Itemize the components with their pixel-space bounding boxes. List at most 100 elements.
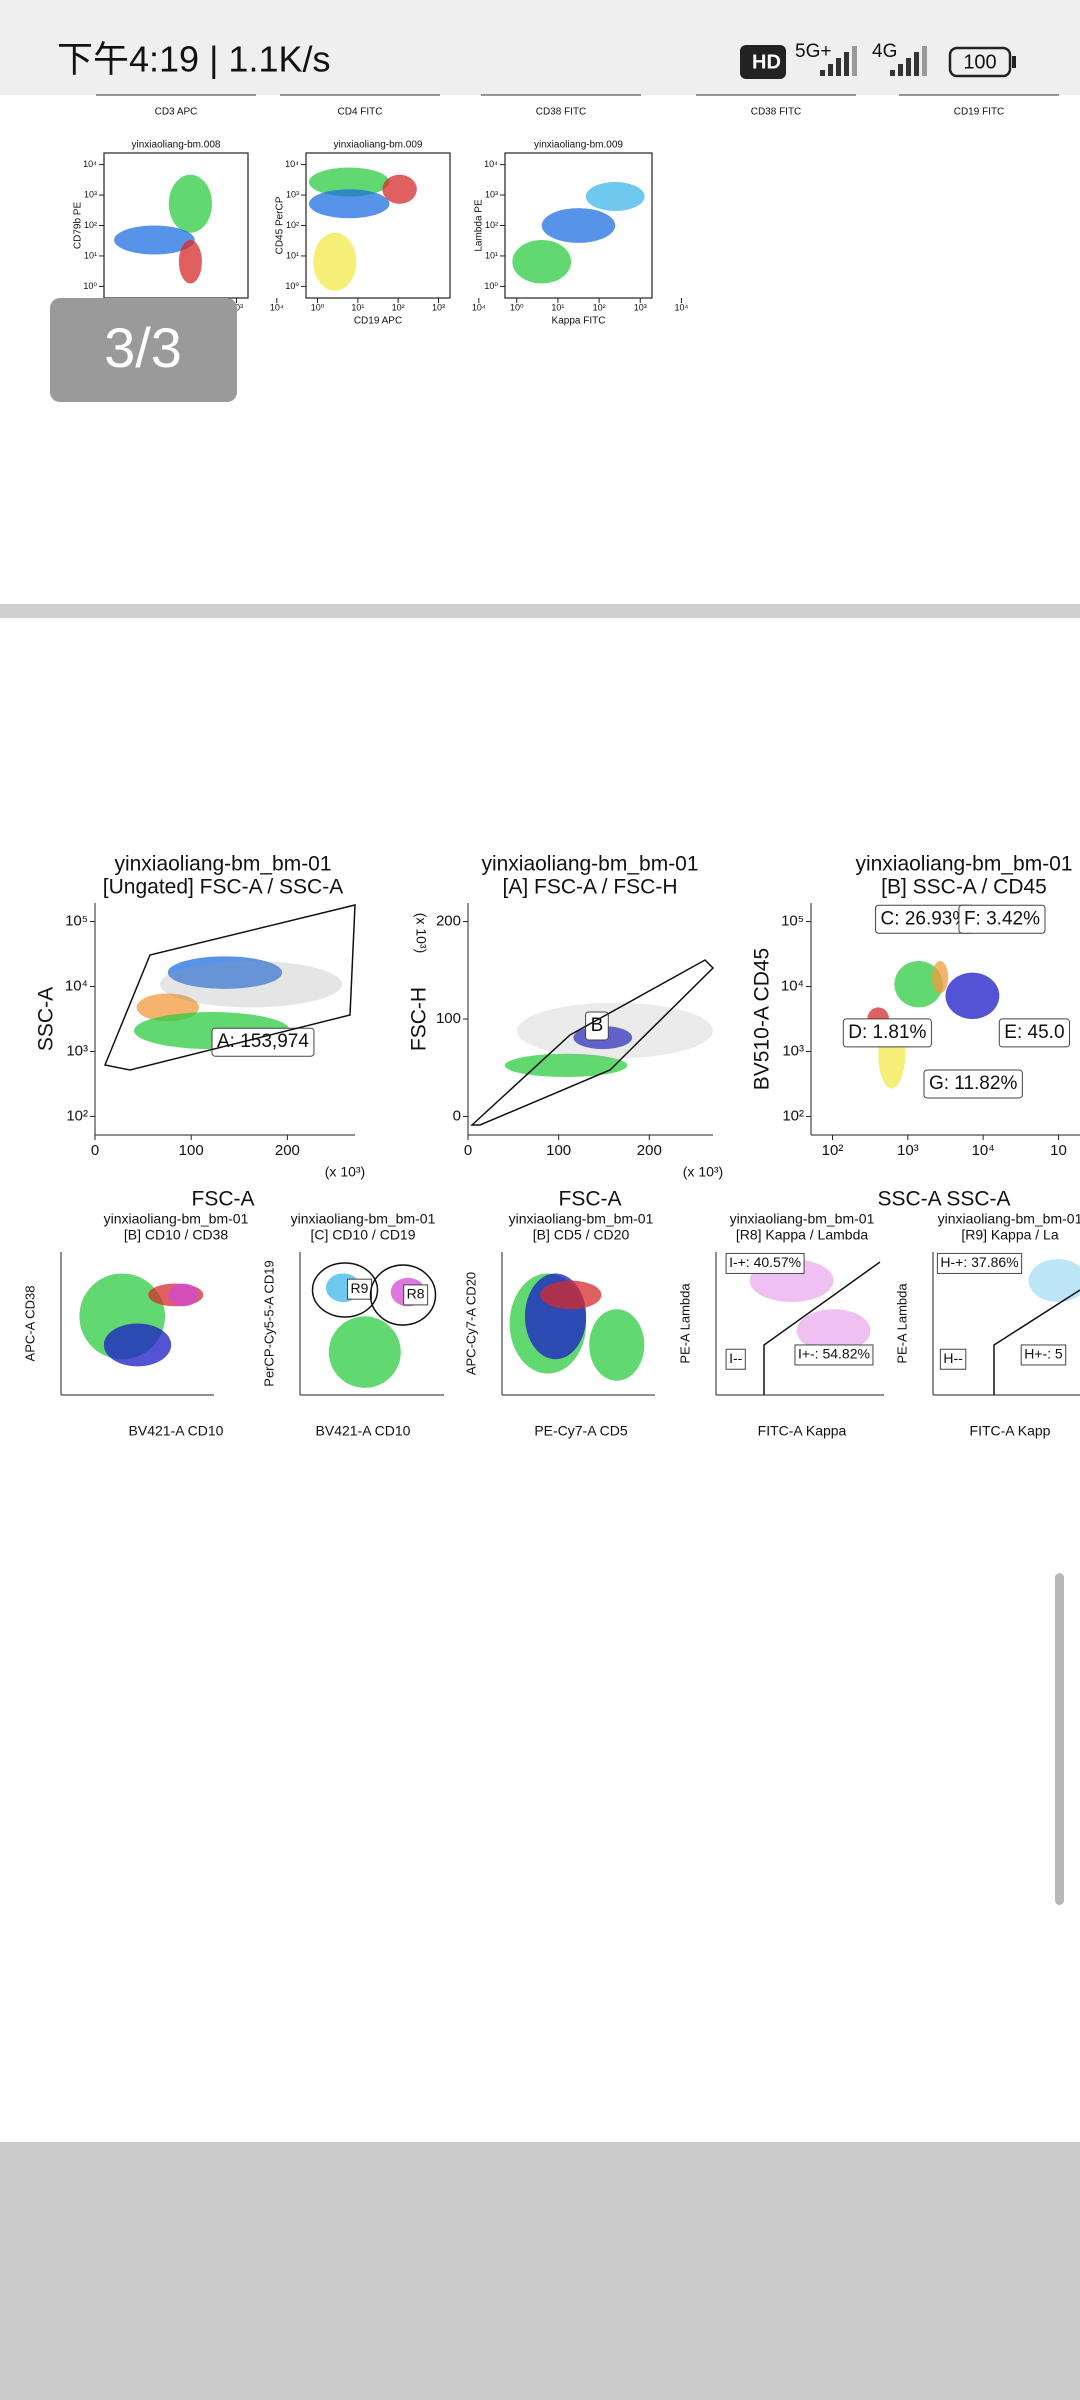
gate-label: R9 bbox=[351, 1280, 369, 1296]
signal-bar bbox=[906, 58, 911, 76]
gate-label: F: 3.42% bbox=[964, 908, 1040, 929]
event-cloud bbox=[589, 1309, 645, 1381]
y-tick-label: 10² bbox=[66, 1107, 88, 1124]
y-tick-label: 10⁵ bbox=[65, 913, 88, 930]
event-cloud bbox=[1028, 1259, 1080, 1303]
event-cloud bbox=[313, 232, 357, 291]
plot-frame bbox=[103, 152, 249, 299]
y-axis-label: APC-Cy7-A CD20 bbox=[463, 1272, 478, 1375]
gate-label-box bbox=[998, 1018, 1071, 1048]
y-axis-label: PE-A Lambda bbox=[894, 1283, 909, 1364]
plot-title: [B] CD5 / CD20 bbox=[533, 1227, 630, 1243]
y-axis-label: BV510-A CD45 bbox=[751, 948, 774, 1090]
plot-title: [A] FSC-A / FSC-H bbox=[502, 876, 677, 899]
x-axis-label: FSC-A bbox=[192, 1188, 255, 1211]
event-cloud bbox=[167, 956, 283, 989]
clock: 下午4:19 | 1.1K/s bbox=[57, 39, 330, 80]
x-tick-label: 200 bbox=[637, 1142, 662, 1159]
y-tick-label: 10³ bbox=[66, 1042, 88, 1059]
event-cloud bbox=[517, 1002, 713, 1059]
gate-label: H+-: 5 bbox=[1024, 1346, 1063, 1362]
plot-title: yinxiaoliang-bm_bm-01 bbox=[291, 1211, 436, 1227]
x-axis-label: BV421-A CD10 bbox=[129, 1423, 224, 1439]
x-tick-label: 10⁰ bbox=[311, 302, 325, 312]
gate-label: D: 1.81% bbox=[848, 1022, 926, 1043]
x-axis-label: CD19 FITC bbox=[954, 107, 1005, 118]
x-tick-label: 10² bbox=[822, 1142, 844, 1159]
scrollbar[interactable] bbox=[1055, 1573, 1064, 1905]
y-axis-label: FSC-H bbox=[408, 987, 431, 1051]
gate-label: H-- bbox=[943, 1350, 963, 1366]
event-cloud bbox=[512, 240, 572, 284]
x-axis-label: CD38 FITC bbox=[751, 107, 802, 118]
x-axis-label: FITC-A Kapp bbox=[970, 1423, 1051, 1439]
gate-label-box bbox=[842, 1018, 932, 1048]
x-tick-label: 10³ bbox=[634, 302, 647, 312]
bottom-area bbox=[0, 2142, 1080, 2400]
y-tick-label: 10² bbox=[84, 220, 97, 230]
event-cloud bbox=[168, 1283, 199, 1307]
gate bbox=[311, 1262, 379, 1318]
event-cloud bbox=[382, 174, 417, 204]
gate-label: I-- bbox=[729, 1350, 743, 1366]
x-axis-label: PE-Cy7-A CD5 bbox=[534, 1423, 628, 1439]
battery-level: 100 bbox=[963, 51, 996, 73]
event-cloud bbox=[168, 174, 212, 233]
x-tick-label: 100 bbox=[546, 1142, 571, 1159]
y-tick-label: 10² bbox=[286, 220, 299, 230]
signal-bar bbox=[828, 64, 833, 76]
y-axis-unit: (x 10³) bbox=[413, 913, 429, 953]
hd-label: HD bbox=[752, 51, 781, 73]
event-cloud bbox=[308, 189, 390, 219]
battery-tip bbox=[1012, 56, 1016, 68]
x-tick-label: 0 bbox=[464, 1142, 472, 1159]
signal-bar bbox=[844, 52, 849, 76]
gate-label-box bbox=[211, 1027, 315, 1057]
plot-title: yinxiaoliang-bm.009 bbox=[334, 140, 423, 151]
y-tick-label: 100 bbox=[436, 1010, 461, 1027]
y-axis-label: PE-A Lambda bbox=[677, 1283, 692, 1364]
x-tick-label: 10¹ bbox=[351, 302, 364, 312]
signal-bar bbox=[852, 46, 857, 76]
x-tick-label: 10⁴ bbox=[270, 302, 284, 312]
event-cloud bbox=[541, 208, 616, 243]
y-axis-label: Lambda PE bbox=[474, 199, 485, 252]
y-tick-label: 10⁰ bbox=[285, 281, 299, 291]
signal-bar bbox=[922, 46, 927, 76]
gate-label-box bbox=[403, 1284, 429, 1306]
network-5g: 5G+ bbox=[795, 41, 831, 62]
gate-label: C: 26.93% bbox=[881, 908, 970, 929]
gate-label: E: 45.0 bbox=[1004, 1022, 1064, 1043]
gate-label: H-+: 37.86% bbox=[940, 1254, 1018, 1270]
plot-title: [Ungated] FSC-A / SSC-A bbox=[103, 876, 343, 899]
y-axis-label: PerCP-Cy5-5-A CD19 bbox=[261, 1260, 276, 1386]
gate-label-box bbox=[725, 1348, 746, 1370]
battery bbox=[948, 46, 1012, 78]
x-axis-label: FITC-A Kappa bbox=[758, 1423, 847, 1439]
gate-label: B bbox=[591, 1015, 604, 1036]
plot-title: yinxiaoliang-bm_bm-01 bbox=[481, 853, 698, 876]
y-tick-label: 10¹ bbox=[286, 250, 299, 260]
y-tick-label: 10¹ bbox=[485, 250, 498, 260]
plot-title: [B] SSC-A / CD45 bbox=[881, 876, 1047, 899]
gate-label: G: 11.82% bbox=[929, 1073, 1017, 1094]
signal-bar bbox=[820, 70, 825, 76]
plot-title: [R9] Kappa / La bbox=[961, 1227, 1059, 1243]
y-axis-label: SSC-A bbox=[35, 987, 58, 1051]
event-cloud bbox=[945, 972, 1000, 1019]
gate-label: A: 153,974 bbox=[217, 1031, 309, 1052]
y-tick-label: 10⁰ bbox=[83, 281, 97, 291]
x-axis-unit: (x 10³) bbox=[683, 1164, 723, 1180]
y-tick-label: 10³ bbox=[782, 1042, 804, 1059]
status-bar bbox=[0, 0, 1080, 95]
x-tick-label: 0 bbox=[91, 1142, 99, 1159]
y-tick-label: 10² bbox=[782, 1107, 804, 1124]
y-tick-label: 10⁴ bbox=[285, 159, 299, 169]
gate-label-box bbox=[923, 1069, 1023, 1099]
gate-label: I+-: 54.82% bbox=[798, 1346, 870, 1362]
gate-label-box bbox=[958, 904, 1046, 934]
gate bbox=[763, 1261, 881, 1395]
gate-label-box bbox=[794, 1344, 874, 1366]
event-cloud bbox=[540, 1280, 602, 1310]
